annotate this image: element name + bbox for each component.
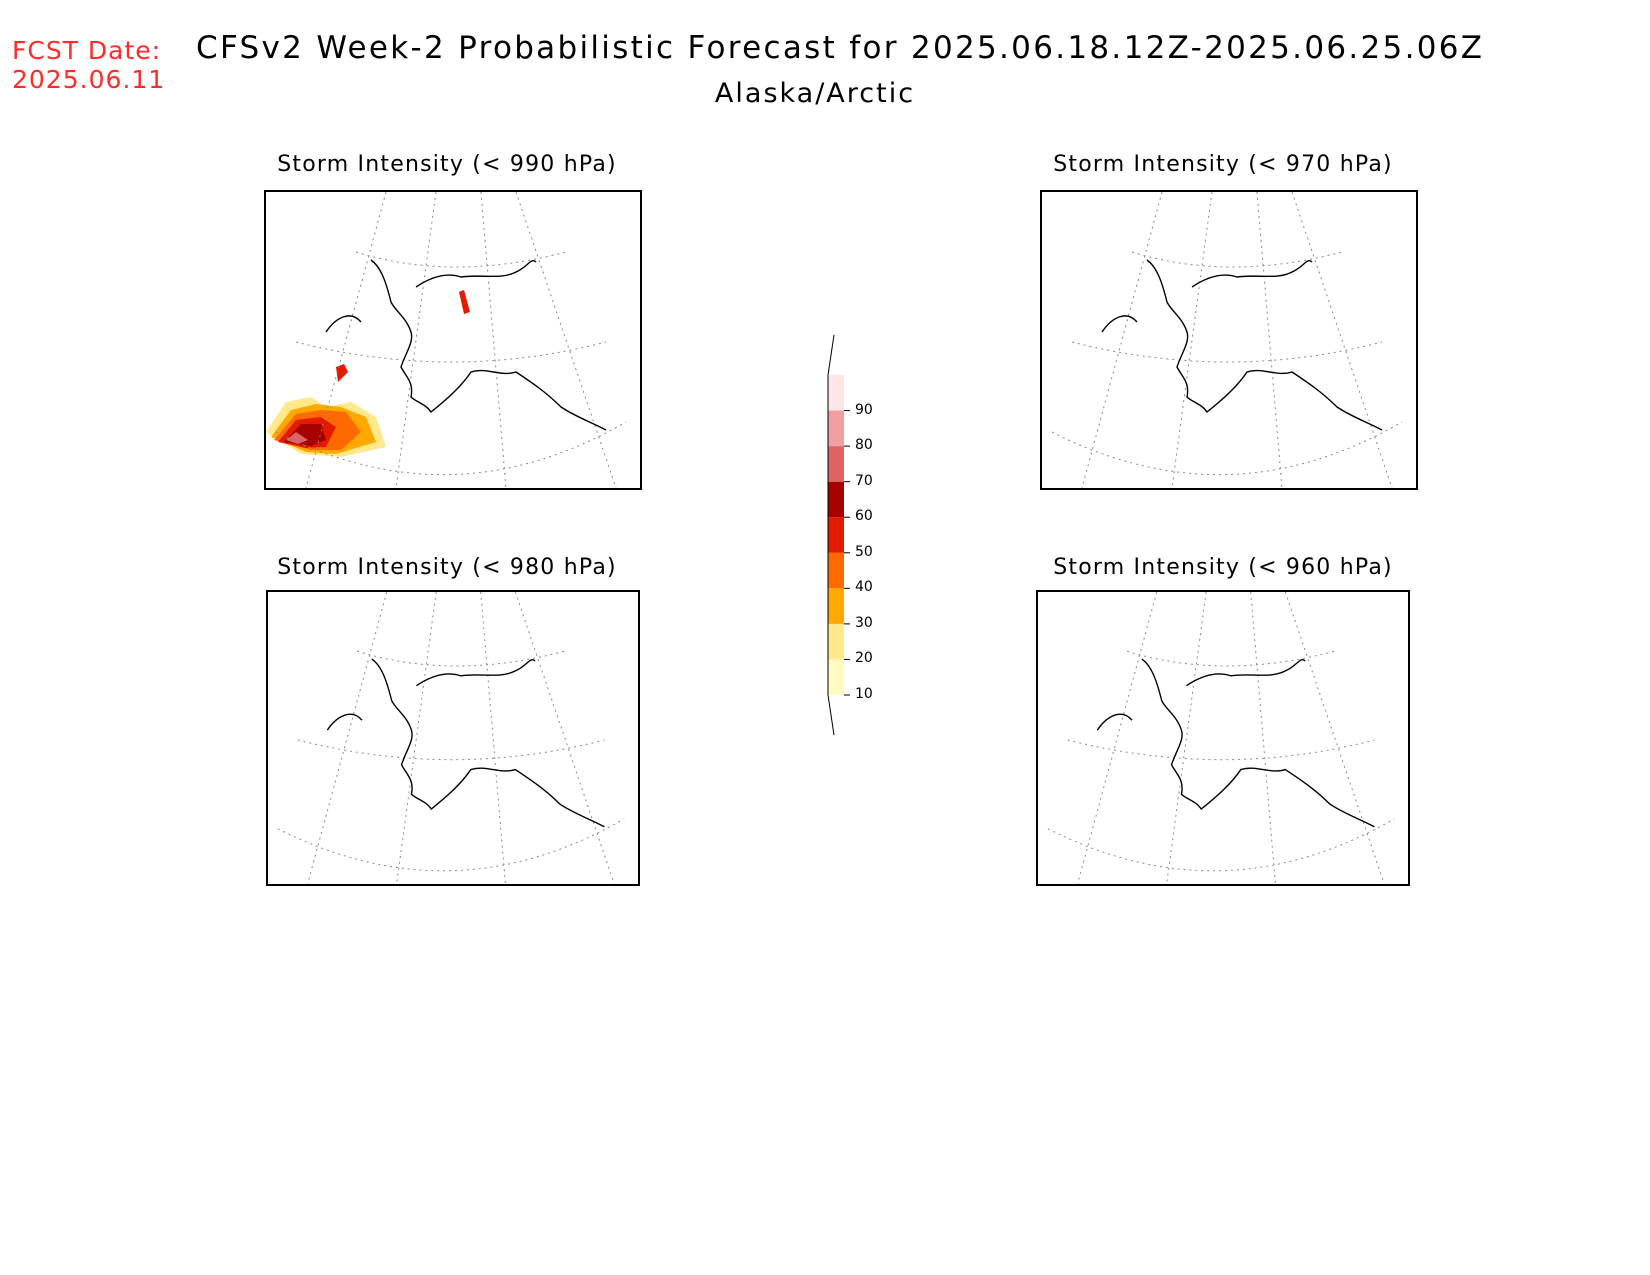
colorbar bbox=[827, 335, 850, 736]
map-970-svg bbox=[1051, 192, 1403, 488]
map-panel-970 bbox=[1040, 190, 1418, 490]
panel-title-980: Storm Intensity (< 980 hPa) bbox=[277, 555, 617, 580]
map-panel-980 bbox=[266, 590, 640, 886]
map-panel-960 bbox=[1036, 590, 1410, 886]
page-title: CFSv2 Week-2 Probabilistic Forecast for … bbox=[196, 30, 1485, 66]
map-panel-990 bbox=[264, 190, 642, 490]
graticule bbox=[277, 592, 625, 884]
colorbar-swatch bbox=[828, 659, 844, 695]
colorbar-tick-label: 80 bbox=[855, 437, 873, 454]
coastline-north bbox=[415, 260, 537, 288]
colorbar-tick-label: 10 bbox=[855, 686, 873, 702]
map-990-svg bbox=[266, 192, 627, 488]
coastline-west bbox=[326, 713, 363, 731]
colorbar-tick-label: 30 bbox=[855, 614, 873, 631]
colorbar-swatch bbox=[828, 481, 844, 518]
map-980-svg bbox=[277, 592, 625, 884]
colorbar-swatch bbox=[828, 517, 844, 553]
graticule bbox=[1051, 192, 1403, 488]
coastline bbox=[1141, 658, 1375, 828]
colorbar-swatch bbox=[828, 446, 844, 482]
coastline bbox=[371, 658, 605, 828]
colorbar-tick-label: 40 bbox=[855, 579, 873, 596]
colorbar-swatch bbox=[828, 552, 844, 589]
colorbar-swatch bbox=[828, 588, 844, 624]
graticule bbox=[275, 192, 627, 488]
coastline bbox=[1146, 259, 1383, 431]
map-960-svg bbox=[1047, 592, 1395, 884]
forecast-date-value: 2025.06.11 bbox=[12, 65, 166, 94]
panel-title-960: Storm Intensity (< 960 hPa) bbox=[1053, 555, 1393, 580]
coastline-north bbox=[1186, 659, 1306, 687]
colorbar-swatch bbox=[828, 410, 844, 447]
colorbar-swatch bbox=[828, 623, 844, 660]
panel-title-990: Storm Intensity (< 990 hPa) bbox=[277, 152, 617, 177]
coastline-north bbox=[1191, 260, 1313, 288]
forecast-date-label: FCST Date: bbox=[12, 36, 162, 65]
colorbar-tick-label: 20 bbox=[855, 650, 873, 667]
coastline-west bbox=[1096, 713, 1133, 731]
probability-shading bbox=[266, 290, 470, 457]
graticule bbox=[1047, 592, 1395, 884]
coastline bbox=[370, 259, 607, 431]
colorbar-tick-label: 50 bbox=[855, 543, 873, 560]
coastline-north bbox=[416, 659, 536, 687]
colorbar-tick-label: 60 bbox=[855, 508, 873, 525]
colorbar-swatch bbox=[828, 375, 844, 411]
colorbar-tick-label: 90 bbox=[855, 401, 873, 418]
panel-title-970: Storm Intensity (< 970 hPa) bbox=[1053, 152, 1393, 177]
region-subtitle: Alaska/Arctic bbox=[714, 78, 916, 109]
coastline-west bbox=[325, 315, 362, 333]
colorbar-tick-label: 70 bbox=[855, 472, 873, 489]
coastline-west bbox=[1101, 315, 1138, 333]
forecast-date-block: FCST Date: 2025.06.11 bbox=[12, 36, 165, 94]
